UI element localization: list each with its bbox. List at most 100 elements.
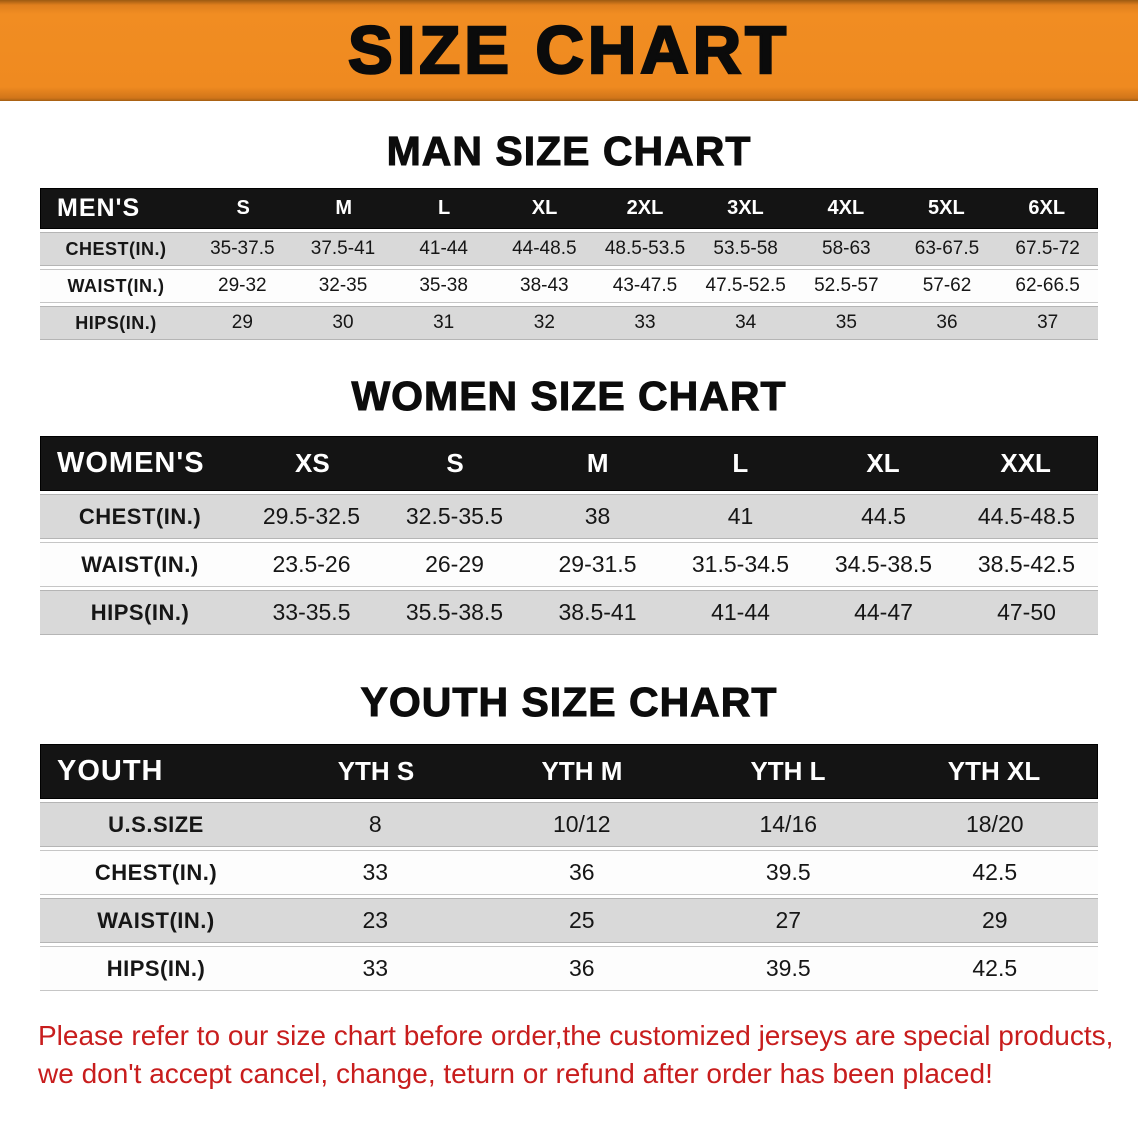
- column-header: YTH S: [337, 756, 415, 787]
- cell: 37: [1037, 312, 1059, 334]
- column-header: XL: [866, 448, 900, 479]
- youth-section-heading: YOUTH SIZE CHART: [360, 679, 778, 726]
- table-row: WAIST(IN.) 29-32 32-35 35-38 38-43 43-47.5 47.…: [40, 269, 1098, 304]
- column-header: YTH XL: [947, 756, 1041, 787]
- table-header-row: MEN'S S M L XL 2XL 3XL 4XL 5XL 6XL: [40, 188, 1098, 230]
- cell: 23.5-26: [272, 551, 351, 578]
- table-row: HIPS(IN.) 33-35.5 35.5-38.5 38.5-41 41-44 44-…: [40, 590, 1098, 636]
- row-label: U.S.SIZE: [108, 811, 204, 837]
- table-row: U.S.SIZE 8 10/12 14/16 18/20: [40, 802, 1098, 848]
- cell: 26-29: [425, 551, 484, 578]
- column-header: S: [446, 448, 464, 479]
- cell: 14/16: [759, 811, 818, 838]
- row-label: CHEST(IN.): [94, 859, 218, 885]
- cell: 42.5: [972, 859, 1018, 886]
- cell: 25: [568, 907, 595, 934]
- youth-size-table: YOUTH YTH S YTH M YTH L YTH XL U.S.SIZE 8 10/12…: [40, 744, 1098, 992]
- column-header: M: [335, 197, 352, 220]
- column-header: S: [236, 197, 250, 220]
- cell: 36: [568, 859, 595, 886]
- cell: 53.5-58: [713, 238, 778, 260]
- cell: 41-44: [711, 599, 770, 626]
- cell: 8: [368, 811, 382, 838]
- row-label: WAIST(IN.): [67, 275, 165, 296]
- table-corner-label: YOUTH: [57, 755, 164, 788]
- youth-size-section: YOUTH SIZE CHART YOUTH YTH S YTH M YTH L YTH…: [0, 679, 1138, 992]
- cell: 41-44: [419, 238, 468, 260]
- table-row: CHEST(IN.) 33 36 39.5 42.5: [40, 850, 1098, 896]
- cell: 35: [835, 312, 857, 334]
- column-header: M: [586, 448, 609, 479]
- table-row: CHEST(IN.) 29.5-32.5 32.5-35.5 38 41 44.5 44.5…: [40, 494, 1098, 540]
- column-header: 5XL: [927, 197, 965, 220]
- cell: 33: [634, 312, 656, 334]
- cell: 48.5-53.5: [604, 238, 686, 260]
- cell: 67.5-72: [1015, 238, 1080, 260]
- banner-title: SIZE CHART: [347, 13, 790, 88]
- cell: 18/20: [965, 811, 1024, 838]
- table-header-row: WOMEN'S XS S M L XL XXL: [40, 436, 1098, 492]
- column-header: YTH M: [541, 756, 623, 787]
- column-header: L: [732, 448, 749, 479]
- cell: 29.5-32.5: [262, 503, 361, 530]
- cell: 35-38: [419, 275, 468, 297]
- cell: 42.5: [972, 955, 1018, 982]
- cell: 36: [568, 955, 595, 982]
- cell: 52.5-57: [814, 275, 879, 297]
- cell: 62-66.5: [1015, 275, 1080, 297]
- row-label: WAIST(IN.): [97, 907, 215, 933]
- table-corner-label: WOMEN'S: [57, 447, 205, 480]
- cell: 38-43: [520, 275, 569, 297]
- cell: 57-62: [922, 275, 972, 297]
- column-header: YTH L: [750, 756, 826, 787]
- column-header: 3XL: [727, 197, 764, 220]
- cell: 37.5-41: [310, 238, 376, 260]
- column-header: L: [437, 197, 451, 220]
- men-size-section: MAN SIZE CHART MEN'S S M L XL 2XL 3XL 4XL 5XL 6XL…: [0, 127, 1138, 341]
- cell: 34.5-38.5: [834, 551, 933, 578]
- cell: 35-37.5: [210, 238, 275, 260]
- table-header-row: YOUTH YTH S YTH M YTH L YTH XL: [40, 744, 1098, 800]
- women-size-section: WOMEN SIZE CHART WOMEN'S XS S M L XL XXL CHEST(…: [0, 373, 1138, 636]
- cell: 47.5-52.5: [705, 275, 786, 297]
- banner: SIZE CHART: [0, 0, 1138, 101]
- cell: 39.5: [765, 955, 811, 982]
- cell: 38.5-42.5: [977, 551, 1076, 578]
- cell: 44.5-48.5: [977, 503, 1076, 530]
- row-label: HIPS(IN.): [75, 312, 157, 333]
- cell: 35.5-38.5: [405, 599, 504, 626]
- row-label: CHEST(IN.): [65, 238, 167, 259]
- women-section-heading: WOMEN SIZE CHART: [351, 373, 787, 420]
- women-size-table: WOMEN'S XS S M L XL XXL CHEST(IN.) 29.5-32.5 32.5…: [40, 436, 1098, 636]
- column-header: 4XL: [827, 197, 865, 220]
- cell: 38: [584, 503, 611, 530]
- cell: 44-48.5: [512, 238, 577, 260]
- table-row: WAIST(IN.) 23.5-26 26-29 29-31.5 31.5-34.5 34…: [40, 542, 1098, 588]
- cell: 41: [727, 503, 754, 530]
- cell: 32-35: [318, 275, 368, 297]
- column-header: XXL: [1000, 448, 1051, 479]
- row-label: WAIST(IN.): [81, 551, 199, 577]
- cell: 39.5: [765, 859, 811, 886]
- column-header: XS: [294, 448, 330, 479]
- cell: 34: [735, 312, 757, 334]
- cell: 32: [533, 312, 555, 334]
- column-header: 2XL: [626, 197, 664, 220]
- men-section-heading: MAN SIZE CHART: [386, 127, 752, 174]
- cell: 36: [936, 312, 958, 334]
- cell: 10/12: [552, 811, 611, 838]
- cell: 33-35.5: [272, 599, 351, 626]
- disclaimer-line-1: Please refer to our size chart before or…: [38, 1020, 1114, 1052]
- cell: 30: [332, 312, 354, 334]
- cell: 29-32: [218, 275, 267, 297]
- cell: 44-47: [854, 599, 913, 626]
- cell: 47-50: [997, 599, 1056, 626]
- cell: 38.5-41: [558, 599, 637, 626]
- column-header: 6XL: [1028, 197, 1066, 220]
- table-row: CHEST(IN.) 35-37.5 37.5-41 41-44 44-48.5 48.5…: [40, 232, 1098, 267]
- cell: 44.5: [861, 503, 906, 530]
- cell: 31: [433, 312, 455, 334]
- cell: 63-67.5: [914, 238, 980, 260]
- cell: 33: [362, 955, 389, 982]
